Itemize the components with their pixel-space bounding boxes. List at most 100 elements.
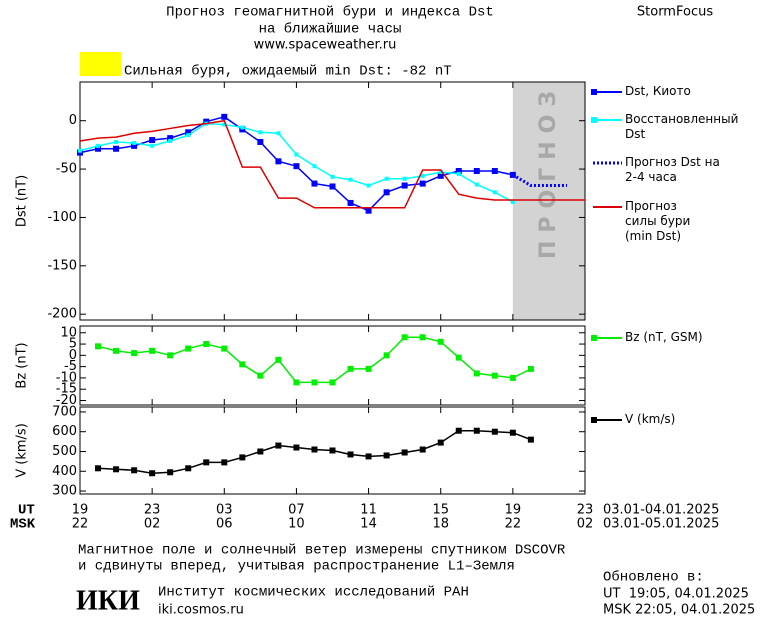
- legend-entry: Bz (nT, GSM): [625, 330, 703, 344]
- x-tick-label: 15: [432, 503, 449, 518]
- data-point: [455, 354, 462, 361]
- y-tick-label: -20: [56, 393, 77, 408]
- data-point: [294, 152, 299, 157]
- data-point: [113, 466, 120, 473]
- data-point: [510, 199, 515, 204]
- forecast-region: [512, 82, 585, 320]
- y-tick-label: -50: [56, 162, 77, 177]
- site: iki.cosmos.ru: [158, 603, 244, 618]
- x-tick-label: 23: [144, 503, 161, 518]
- data-point: [527, 365, 534, 372]
- y-tick-label: 400: [52, 464, 77, 479]
- url: www.spaceweather.ru: [254, 38, 397, 53]
- y-tick-label: -10: [56, 370, 77, 385]
- data-point: [312, 164, 317, 169]
- data-point: [132, 140, 137, 145]
- data-point: [257, 372, 264, 379]
- data-point: [347, 199, 354, 206]
- y-tick-label: -150: [47, 258, 77, 273]
- data-point: [149, 347, 156, 354]
- x-tick-label: 19: [72, 503, 89, 518]
- data-point: [491, 168, 498, 175]
- series-line: [79, 122, 514, 203]
- data-point: [473, 168, 480, 175]
- x-tick-label: 11: [360, 503, 377, 518]
- data-point: [491, 372, 498, 379]
- data-point: [275, 356, 282, 363]
- data-point: [420, 173, 425, 178]
- y-tick-label: -15: [56, 382, 77, 397]
- data-point: [95, 145, 102, 152]
- data-point: [95, 343, 102, 350]
- data-point: [167, 135, 174, 142]
- data-point: [347, 365, 354, 372]
- legend-entry: Прогноз силы бури (min Dst): [625, 199, 691, 243]
- data-point: [221, 459, 228, 466]
- series-line: [79, 119, 585, 209]
- data-point: [113, 145, 120, 152]
- data-point: [402, 176, 407, 181]
- data-point: [329, 447, 336, 454]
- data-point: [114, 139, 119, 144]
- data-point: [96, 143, 101, 148]
- legend-marker: [591, 417, 597, 423]
- x-tick-label: 14: [360, 517, 377, 532]
- title: Прогноз геомагнитной бури и индекса Dst: [166, 4, 494, 21]
- msk-label: MSK: [10, 517, 36, 533]
- data-point: [419, 180, 426, 187]
- updated-ut: UT 19:05, 04.01.2025: [603, 587, 749, 602]
- data-point: [185, 129, 192, 136]
- data-point: [185, 345, 192, 352]
- x-tick-label: 03: [216, 503, 233, 518]
- y-tick-label: -200: [47, 307, 77, 322]
- y-tick-label: 0: [69, 113, 77, 128]
- data-point: [491, 428, 498, 435]
- data-point: [437, 338, 444, 345]
- data-point: [257, 138, 264, 145]
- series-line: [512, 173, 567, 188]
- data-point: [365, 207, 372, 214]
- data-point: [455, 168, 462, 175]
- x-tick-label: 22: [72, 517, 89, 532]
- data-point: [419, 446, 426, 453]
- institute: Институт космических исследований РАН: [158, 584, 469, 601]
- data-point: [239, 454, 246, 461]
- data-point: [149, 470, 156, 477]
- data-point: [293, 163, 300, 170]
- data-point: [401, 449, 408, 456]
- data-point: [383, 452, 390, 459]
- data-point: [131, 467, 138, 474]
- ut-dates: 03.01-04.01.2025: [603, 503, 719, 518]
- updated: Обновлено в:: [603, 569, 704, 586]
- data-point: [275, 158, 282, 165]
- data-point: [239, 361, 246, 368]
- data-point: [401, 334, 408, 341]
- data-point: [383, 352, 390, 359]
- data-point: [438, 169, 443, 174]
- data-point: [330, 174, 335, 179]
- x-tick-label: 22: [505, 517, 522, 532]
- data-point: [348, 177, 353, 182]
- data-point: [113, 347, 120, 354]
- storm-indicator: [80, 52, 121, 76]
- data-point: [329, 379, 336, 386]
- data-point: [221, 113, 228, 120]
- legend-marker: [591, 89, 597, 95]
- data-point: [222, 122, 227, 127]
- x-tick-label: 07: [288, 503, 305, 518]
- note: Магнитное поле и солнечный ветер измерен…: [78, 542, 566, 559]
- data-point: [455, 427, 462, 434]
- data-point: [311, 180, 318, 187]
- x-tick-label: 02: [577, 517, 594, 532]
- data-point: [186, 133, 191, 138]
- data-point: [474, 182, 479, 187]
- y-tick-label: -5: [64, 359, 77, 374]
- y-tick-label: 600: [52, 424, 77, 439]
- data-point: [366, 183, 371, 188]
- legend-entry: Dst, Киото: [625, 84, 691, 98]
- data-point: [221, 345, 228, 352]
- x-tick-label: 18: [432, 517, 449, 532]
- data-point: [293, 379, 300, 386]
